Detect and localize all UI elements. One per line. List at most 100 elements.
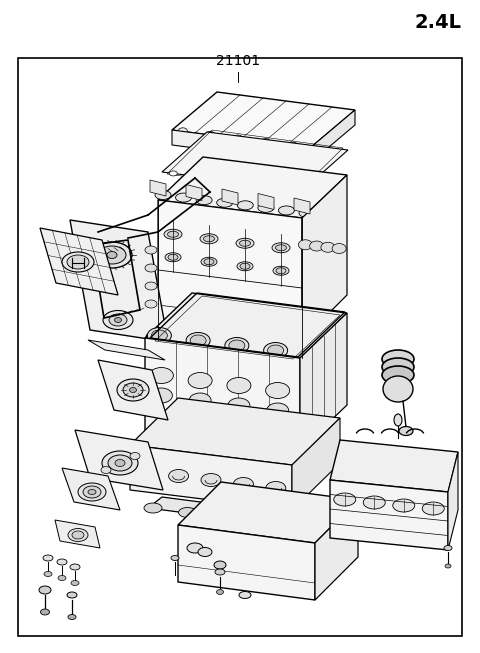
Polygon shape bbox=[330, 440, 458, 492]
Ellipse shape bbox=[229, 340, 245, 351]
Ellipse shape bbox=[200, 234, 218, 244]
Ellipse shape bbox=[88, 490, 96, 494]
Ellipse shape bbox=[225, 338, 249, 353]
Ellipse shape bbox=[169, 171, 177, 176]
Ellipse shape bbox=[399, 426, 413, 436]
Ellipse shape bbox=[393, 499, 415, 512]
Ellipse shape bbox=[168, 231, 179, 237]
Ellipse shape bbox=[145, 246, 157, 254]
Polygon shape bbox=[70, 220, 168, 342]
Ellipse shape bbox=[265, 383, 289, 398]
Ellipse shape bbox=[108, 455, 132, 471]
Polygon shape bbox=[158, 157, 347, 218]
Polygon shape bbox=[40, 228, 118, 295]
Ellipse shape bbox=[144, 503, 162, 513]
Ellipse shape bbox=[109, 314, 127, 326]
Ellipse shape bbox=[103, 310, 133, 330]
Ellipse shape bbox=[186, 332, 210, 349]
Ellipse shape bbox=[310, 241, 324, 251]
Ellipse shape bbox=[67, 255, 89, 269]
Ellipse shape bbox=[149, 368, 173, 383]
Ellipse shape bbox=[155, 191, 171, 200]
Ellipse shape bbox=[62, 252, 94, 272]
Polygon shape bbox=[330, 480, 448, 550]
Ellipse shape bbox=[227, 377, 251, 394]
Ellipse shape bbox=[44, 571, 52, 577]
Ellipse shape bbox=[299, 240, 312, 250]
Bar bbox=[18, 58, 462, 636]
Ellipse shape bbox=[92, 242, 132, 268]
Ellipse shape bbox=[240, 180, 248, 185]
Polygon shape bbox=[172, 92, 355, 148]
Polygon shape bbox=[172, 130, 310, 163]
Ellipse shape bbox=[299, 208, 315, 217]
Ellipse shape bbox=[233, 135, 242, 141]
Ellipse shape bbox=[261, 138, 270, 144]
Ellipse shape bbox=[70, 564, 80, 570]
Polygon shape bbox=[315, 500, 358, 600]
Ellipse shape bbox=[217, 177, 225, 182]
Ellipse shape bbox=[72, 531, 84, 539]
Ellipse shape bbox=[334, 493, 356, 506]
Ellipse shape bbox=[198, 547, 212, 556]
Polygon shape bbox=[302, 175, 347, 340]
Ellipse shape bbox=[213, 512, 231, 522]
Ellipse shape bbox=[288, 186, 296, 191]
Ellipse shape bbox=[276, 245, 287, 251]
Ellipse shape bbox=[207, 119, 229, 129]
Ellipse shape bbox=[193, 174, 201, 179]
Ellipse shape bbox=[444, 545, 452, 550]
Ellipse shape bbox=[204, 259, 214, 264]
Ellipse shape bbox=[264, 343, 288, 358]
Ellipse shape bbox=[57, 559, 67, 565]
Ellipse shape bbox=[155, 336, 161, 340]
Ellipse shape bbox=[78, 483, 106, 501]
Ellipse shape bbox=[178, 128, 187, 134]
Ellipse shape bbox=[123, 383, 143, 397]
Polygon shape bbox=[222, 189, 238, 205]
Ellipse shape bbox=[40, 609, 49, 615]
Ellipse shape bbox=[164, 229, 182, 239]
Ellipse shape bbox=[117, 379, 149, 401]
Ellipse shape bbox=[145, 264, 157, 272]
Ellipse shape bbox=[67, 592, 77, 598]
Ellipse shape bbox=[258, 203, 274, 212]
Polygon shape bbox=[186, 185, 202, 200]
Ellipse shape bbox=[151, 333, 166, 343]
Ellipse shape bbox=[115, 317, 121, 323]
Ellipse shape bbox=[150, 388, 172, 403]
Ellipse shape bbox=[266, 481, 286, 494]
Polygon shape bbox=[294, 198, 310, 214]
Text: 2.4L: 2.4L bbox=[415, 12, 462, 31]
Ellipse shape bbox=[189, 393, 211, 408]
Ellipse shape bbox=[83, 486, 101, 498]
Ellipse shape bbox=[445, 564, 451, 568]
Ellipse shape bbox=[168, 470, 189, 483]
Ellipse shape bbox=[136, 466, 156, 479]
Polygon shape bbox=[178, 525, 315, 600]
Ellipse shape bbox=[171, 556, 179, 560]
Ellipse shape bbox=[266, 403, 288, 418]
Ellipse shape bbox=[204, 236, 215, 242]
Ellipse shape bbox=[58, 575, 66, 581]
Ellipse shape bbox=[179, 507, 196, 517]
Ellipse shape bbox=[282, 521, 300, 531]
Text: 21101: 21101 bbox=[216, 54, 260, 68]
Ellipse shape bbox=[228, 398, 250, 413]
Polygon shape bbox=[178, 482, 358, 543]
Ellipse shape bbox=[205, 113, 231, 127]
Ellipse shape bbox=[237, 262, 253, 271]
Ellipse shape bbox=[240, 263, 250, 269]
Polygon shape bbox=[300, 313, 347, 450]
Ellipse shape bbox=[190, 335, 206, 346]
Ellipse shape bbox=[68, 614, 76, 620]
Ellipse shape bbox=[151, 330, 168, 341]
Ellipse shape bbox=[130, 387, 136, 392]
Polygon shape bbox=[148, 497, 300, 526]
Ellipse shape bbox=[273, 266, 289, 276]
Ellipse shape bbox=[233, 477, 253, 490]
Polygon shape bbox=[130, 445, 292, 510]
Polygon shape bbox=[98, 360, 168, 420]
Ellipse shape bbox=[107, 251, 117, 259]
Ellipse shape bbox=[98, 246, 126, 264]
